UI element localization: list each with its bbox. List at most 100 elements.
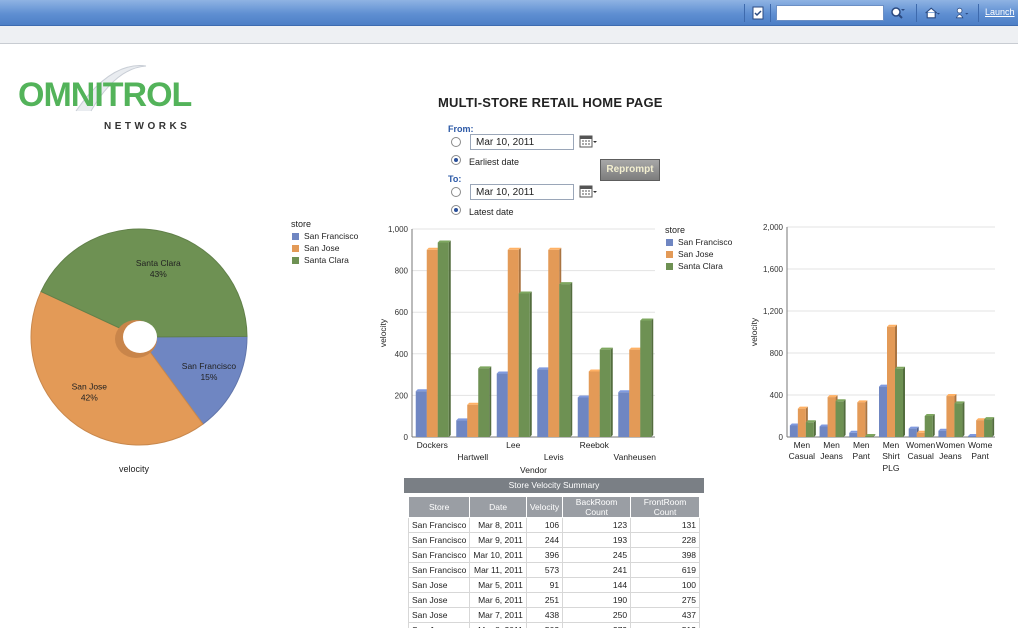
legend-swatch: [292, 233, 299, 240]
bar-top: [507, 247, 521, 250]
bar: [496, 373, 508, 437]
home-icon[interactable]: [924, 5, 940, 21]
bar: [924, 416, 933, 437]
bar: [827, 397, 836, 437]
bar: [946, 396, 955, 437]
bar-side: [570, 282, 573, 437]
legend-swatch: [666, 263, 673, 270]
bar-top: [518, 291, 532, 294]
bar-side: [903, 366, 905, 437]
table-cell: Mar 6, 2011: [469, 592, 527, 608]
bar: [629, 349, 641, 437]
from-date-input[interactable]: Mar 10, 2011: [470, 134, 574, 150]
table-cell: San Francisco: [407, 547, 471, 563]
calendar-icon[interactable]: [579, 184, 599, 200]
bar-top: [827, 395, 838, 398]
table-cell: San Francisco: [407, 562, 471, 578]
bar-top: [456, 418, 470, 421]
launch-link[interactable]: Launch: [985, 7, 1015, 17]
table-cell: 250: [562, 607, 632, 623]
velocity-table: Store Date Velocity BackRoom Count FrontRoom…: [407, 496, 700, 628]
bar: [478, 368, 490, 437]
bar: [456, 420, 468, 437]
y-tick-label: 1,600: [763, 265, 784, 274]
toolbar-separator: [978, 4, 979, 22]
y-tick-label: 2,000: [763, 223, 784, 232]
y-tick-label: 1,200: [763, 307, 784, 316]
table-row: San Jose Mar 6, 2011 251 190 275: [407, 592, 700, 608]
calendar-icon[interactable]: [579, 134, 599, 150]
bar-top: [789, 423, 800, 426]
bar-side: [865, 400, 868, 437]
search-input[interactable]: [776, 5, 884, 21]
table-cell: 245: [562, 547, 632, 563]
toolbar-separator: [916, 4, 917, 22]
table-cell: 438: [525, 607, 564, 623]
column-header[interactable]: Velocity: [525, 496, 564, 518]
bar-side: [873, 433, 876, 437]
bar: [938, 430, 947, 437]
bar: [797, 408, 806, 437]
bar: [599, 349, 611, 437]
from-date-radio[interactable]: [451, 137, 461, 147]
bar: [618, 392, 630, 437]
bar-top: [467, 402, 481, 405]
table-cell: 131: [630, 517, 700, 533]
table-row: San Francisco Mar 8, 2011 106 123 131: [407, 517, 700, 533]
pie-slice-label: San Francisco: [182, 361, 237, 371]
to-date-input[interactable]: Mar 10, 2011: [470, 184, 574, 200]
x-tick-label: Dockers: [417, 440, 448, 450]
bar-top: [887, 324, 897, 327]
x-tick-label: Shirt: [882, 451, 900, 461]
reprompt-button[interactable]: Reprompt: [600, 159, 660, 181]
bar-side: [610, 347, 613, 437]
x-tick-label: Pant: [853, 451, 871, 461]
earliest-date-radio[interactable]: [451, 155, 461, 165]
bar: [954, 403, 963, 437]
bar-top: [496, 371, 510, 374]
bar-top: [797, 406, 808, 409]
column-header[interactable]: FrontRoom Count: [630, 496, 700, 518]
x-tick-label: Jeans: [939, 451, 962, 461]
bar: [559, 284, 571, 437]
vendor-legend-title: store: [665, 225, 686, 235]
x-tick-label: Women: [936, 440, 965, 450]
to-label: To:: [448, 174, 462, 184]
to-date-radio[interactable]: [451, 187, 461, 197]
legend-swatch: [292, 257, 299, 264]
x-tick-label: Levis: [544, 452, 564, 462]
table-cell: 144: [562, 577, 632, 593]
search-options-icon[interactable]: [889, 5, 905, 21]
table-cell: 279: [562, 622, 632, 628]
y-tick-label: 400: [395, 350, 409, 359]
bar: [984, 419, 993, 437]
latest-date-radio[interactable]: [451, 205, 461, 215]
table-cell: Mar 11, 2011: [469, 562, 527, 578]
column-header[interactable]: Date: [469, 496, 527, 518]
bar: [908, 428, 917, 437]
x-tick-label: Casual: [789, 451, 816, 461]
table-cell: 106: [525, 517, 564, 533]
x-tick-label: Women: [906, 440, 935, 450]
pie-slice: [40, 228, 248, 338]
bar: [415, 391, 427, 437]
y-tick-label: 800: [395, 267, 409, 276]
user-icon[interactable]: [954, 5, 970, 21]
vendor-bar-chart: 0 200 400 600 800 1,000 Dockers Hartwell Lee Levi…: [378, 225, 656, 475]
table-cell: San Jose: [407, 592, 471, 608]
column-header[interactable]: BackRoom Count: [562, 496, 632, 518]
table-cell: 573: [525, 562, 564, 578]
table-cell: Mar 10, 2011: [469, 547, 527, 563]
column-header[interactable]: Store: [407, 496, 471, 518]
bar-side: [992, 417, 995, 437]
y-tick-label: 200: [395, 391, 409, 400]
bar: [548, 249, 560, 437]
bar-side: [932, 414, 935, 437]
table-cell: Mar 8, 2011: [469, 622, 527, 628]
page-icon[interactable]: [750, 5, 766, 21]
bar: [640, 320, 652, 437]
table-row: San Jose Mar 7, 2011 438 250 437: [407, 607, 700, 623]
table-cell: 241: [562, 562, 632, 578]
table-cell: San Jose: [407, 577, 471, 593]
